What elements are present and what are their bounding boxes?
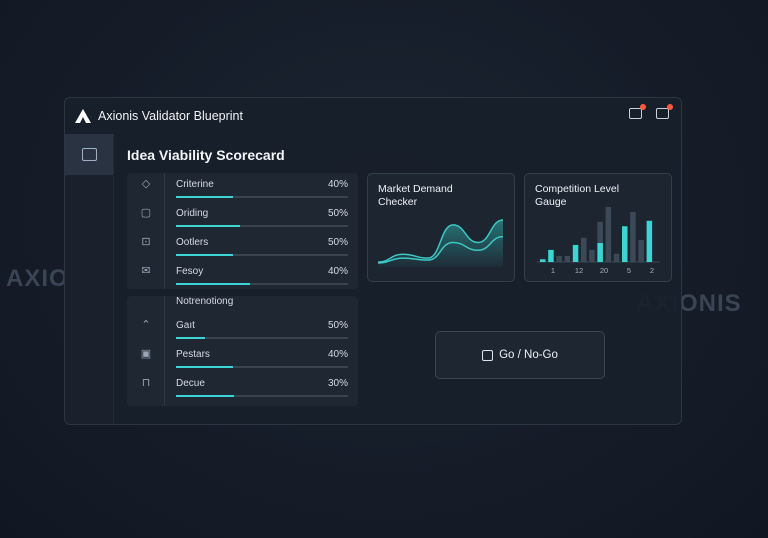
row-label: Pestars — [176, 349, 210, 360]
tick-label: 5 — [627, 266, 631, 275]
series-line-1 — [377, 235, 504, 264]
criteria-panel: ◇ Criterine 40% ▢ Oriding 50% ⊡ Ootlers … — [127, 173, 358, 289]
app-window: Axionis Validator Blueprint Idea Viabili… — [64, 97, 682, 425]
mail-icon: ✉ — [141, 265, 151, 277]
lock-icon: ⊓ — [141, 377, 151, 389]
dashboard-icon — [81, 148, 97, 161]
competition-chart: 1 12 20 5 2 — [537, 207, 660, 275]
progress-bar — [176, 283, 348, 285]
row-percent: 50% — [327, 237, 348, 248]
score-row[interactable]: ▢ Oriding 50% — [127, 202, 358, 231]
row-percent: 30% — [327, 378, 348, 389]
card-title: Market Demand — [378, 183, 453, 195]
score-row[interactable]: ⌃ Gaıt 50% — [127, 314, 358, 343]
diamond-icon: ◇ — [141, 178, 151, 190]
chevron-up-icon: ⌃ — [141, 319, 151, 331]
row-label: Ootlers — [176, 237, 209, 248]
tick-label: 2 — [650, 266, 654, 275]
briefcase-icon: ⊡ — [141, 236, 151, 248]
tick-label: 12 — [575, 266, 583, 275]
tick-label: 20 — [600, 266, 608, 275]
row-percent: 50% — [327, 208, 348, 219]
title-bar: Axionis Validator Blueprint — [65, 98, 681, 134]
market-demand-chart — [377, 219, 504, 267]
score-row[interactable]: ▣ Pestars 40% — [127, 343, 358, 372]
score-row[interactable]: ⊡ Ootlers 50% — [127, 231, 358, 260]
row-percent: 40% — [327, 179, 348, 190]
row-percent: 40% — [327, 349, 348, 360]
bar — [540, 259, 546, 262]
notrenotiong-panel: Notrenotiong ⌃ Gaıt 50% ▣ Pestars 40% ⊓ … — [127, 296, 358, 406]
go-no-go-label: Go / No-Go — [499, 349, 558, 361]
score-row[interactable]: ◇ Criterine 40% — [127, 173, 358, 202]
progress-fill — [176, 283, 250, 285]
competition-card[interactable]: Competition Level Gauge 1 12 20 5 2 — [524, 173, 672, 282]
card-title-2: Gauge — [535, 196, 567, 208]
card-title: Competition Level — [535, 183, 620, 195]
bar — [564, 255, 571, 262]
row-label: Decue — [176, 378, 205, 389]
bar — [572, 244, 579, 262]
page-title: Idea Viability Scorecard — [127, 147, 285, 163]
activity-icon[interactable] — [656, 104, 673, 119]
chat-icon: ▢ — [140, 207, 152, 219]
app-title: Axionis Validator Blueprint — [98, 109, 243, 123]
bar — [605, 207, 612, 262]
series-line-0 — [377, 219, 504, 263]
panel-heading: Notrenotiong — [176, 296, 234, 307]
sidebar — [65, 134, 114, 424]
bar — [556, 255, 562, 262]
bar — [581, 237, 587, 262]
go-no-go-button[interactable]: Go / No-Go — [435, 331, 605, 379]
logo-icon — [75, 109, 91, 123]
bar — [597, 221, 603, 262]
tick-label: 1 — [551, 266, 555, 275]
progress-bar — [176, 196, 348, 198]
bar — [630, 211, 636, 262]
progress-fill — [176, 254, 233, 256]
row-label: Gaıt — [176, 320, 195, 331]
row-label: Criterine — [176, 179, 214, 190]
progress-fill — [176, 225, 240, 227]
progress-bar — [176, 337, 348, 339]
row-label: Fesoy — [176, 266, 204, 277]
square-icon: ▣ — [140, 348, 152, 360]
sidebar-item-dashboard[interactable] — [65, 134, 113, 175]
bar — [548, 249, 554, 262]
bar — [622, 226, 628, 262]
row-label: Oriding — [176, 208, 209, 219]
progress-fill — [176, 337, 206, 339]
score-row[interactable]: ✉ Fesoy 40% — [127, 260, 358, 289]
score-row[interactable]: ⊓ Decue 30% — [127, 372, 358, 401]
progress-fill — [176, 196, 233, 198]
progress-bar — [176, 225, 348, 227]
window-icon[interactable] — [629, 104, 646, 119]
row-percent: 40% — [327, 266, 348, 277]
row-percent: 50% — [327, 320, 348, 331]
progress-bar — [176, 366, 348, 368]
progress-bar — [176, 254, 348, 256]
card-title-2: Checker — [378, 196, 418, 208]
bar — [613, 253, 620, 262]
bar-overlay — [597, 243, 603, 262]
bar — [589, 249, 595, 262]
bar — [646, 220, 653, 262]
progress-fill — [176, 366, 233, 368]
progress-bar — [176, 395, 348, 397]
progress-fill — [176, 395, 235, 397]
bar — [638, 240, 644, 262]
market-demand-card[interactable]: Market Demand Checker — [367, 173, 515, 282]
clipboard-check-icon — [482, 349, 494, 361]
